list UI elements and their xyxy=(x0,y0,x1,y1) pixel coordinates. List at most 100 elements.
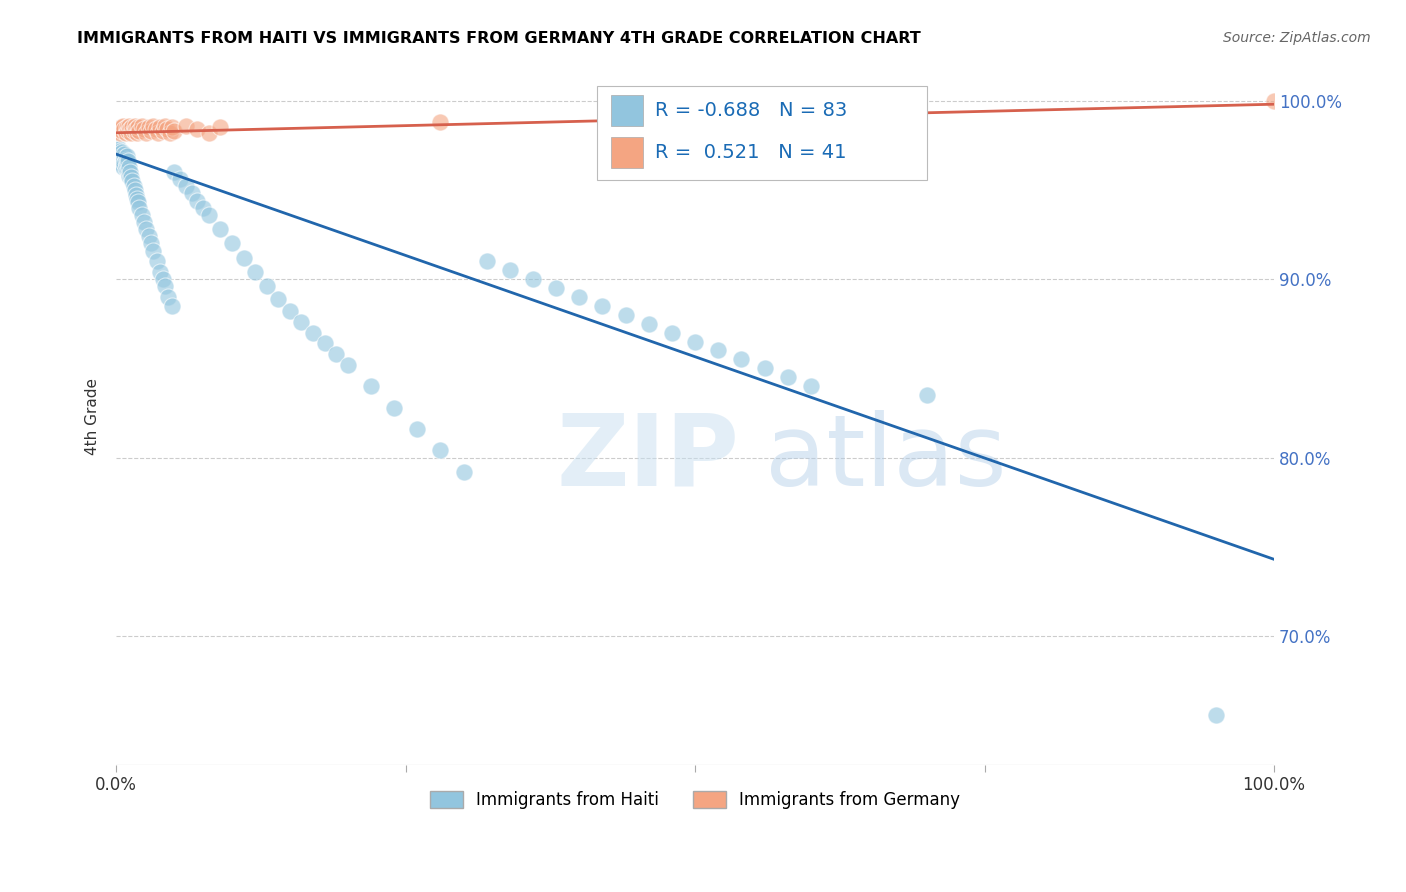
Point xyxy=(360,379,382,393)
Point xyxy=(121,120,143,135)
Text: atlas: atlas xyxy=(765,409,1007,507)
Text: IMMIGRANTS FROM HAITI VS IMMIGRANTS FROM GERMANY 4TH GRADE CORRELATION CHART: IMMIGRANTS FROM HAITI VS IMMIGRANTS FROM… xyxy=(77,31,921,46)
Point xyxy=(707,343,730,358)
Point xyxy=(186,194,208,208)
Point xyxy=(112,147,135,161)
Point xyxy=(160,120,183,135)
Point xyxy=(157,290,180,304)
Point xyxy=(429,443,451,458)
Point xyxy=(1205,707,1227,722)
Point xyxy=(114,153,136,167)
Point xyxy=(267,292,290,306)
Point xyxy=(429,115,451,129)
Point xyxy=(160,299,183,313)
Point xyxy=(209,222,232,236)
Point xyxy=(382,401,405,415)
Point xyxy=(125,188,148,202)
Point xyxy=(127,192,149,206)
Point xyxy=(112,122,135,136)
Point xyxy=(146,126,169,140)
Point xyxy=(314,336,336,351)
Point xyxy=(114,126,136,140)
Y-axis label: 4th Grade: 4th Grade xyxy=(86,378,100,455)
Text: R =  0.521   N = 41: R = 0.521 N = 41 xyxy=(655,143,846,161)
Point xyxy=(245,265,267,279)
FancyBboxPatch shape xyxy=(610,95,643,127)
Point xyxy=(117,124,139,138)
Point xyxy=(108,126,131,140)
Point xyxy=(122,124,145,138)
Point xyxy=(915,388,938,402)
Point xyxy=(117,163,139,178)
Point xyxy=(115,120,138,135)
Point xyxy=(475,254,498,268)
Point xyxy=(139,236,162,251)
Point xyxy=(730,352,752,367)
Point xyxy=(153,279,176,293)
Point xyxy=(120,165,142,179)
Point xyxy=(112,156,135,170)
Point xyxy=(120,122,142,136)
FancyBboxPatch shape xyxy=(610,136,643,168)
Point xyxy=(149,265,172,279)
Point xyxy=(115,149,138,163)
Point xyxy=(135,126,157,140)
Point xyxy=(256,279,278,293)
Point xyxy=(128,124,150,138)
Point xyxy=(120,170,142,185)
Point xyxy=(159,126,181,140)
Point xyxy=(108,144,131,158)
Point xyxy=(110,156,132,170)
Point xyxy=(637,317,659,331)
Point xyxy=(127,126,149,140)
Point xyxy=(107,147,129,161)
Text: R = -0.688   N = 83: R = -0.688 N = 83 xyxy=(655,101,846,120)
Point xyxy=(149,120,172,135)
Point xyxy=(112,119,135,133)
Point xyxy=(110,120,132,135)
Point xyxy=(132,215,155,229)
Point xyxy=(232,251,254,265)
Point xyxy=(107,124,129,138)
Point xyxy=(118,160,141,174)
Point xyxy=(336,358,359,372)
Point xyxy=(152,272,174,286)
Point xyxy=(110,149,132,163)
Point xyxy=(290,315,312,329)
Point xyxy=(406,422,429,436)
Point xyxy=(453,465,475,479)
Point xyxy=(122,179,145,194)
Point xyxy=(278,304,301,318)
Point xyxy=(111,145,134,160)
Point xyxy=(132,122,155,136)
Point xyxy=(112,151,135,165)
Point xyxy=(117,154,139,169)
Point xyxy=(114,161,136,176)
Point xyxy=(111,124,134,138)
FancyBboxPatch shape xyxy=(596,86,927,180)
Point xyxy=(546,281,568,295)
Point xyxy=(661,326,683,340)
Point xyxy=(198,208,221,222)
Point xyxy=(121,174,143,188)
Point xyxy=(107,122,129,136)
Point xyxy=(163,124,186,138)
Point xyxy=(135,222,157,236)
Point xyxy=(118,119,141,133)
Point xyxy=(145,122,167,136)
Point xyxy=(221,236,243,251)
Legend: Immigrants from Haiti, Immigrants from Germany: Immigrants from Haiti, Immigrants from G… xyxy=(423,784,967,815)
Point xyxy=(198,126,221,140)
Point xyxy=(118,169,141,183)
Point xyxy=(191,201,214,215)
Point xyxy=(124,183,146,197)
Point xyxy=(138,120,160,135)
Point xyxy=(124,119,146,133)
Point xyxy=(120,126,142,140)
Point xyxy=(174,119,197,133)
Point xyxy=(499,263,522,277)
Text: Source: ZipAtlas.com: Source: ZipAtlas.com xyxy=(1223,31,1371,45)
Point xyxy=(131,119,153,133)
Point xyxy=(614,308,637,322)
Point xyxy=(112,160,135,174)
